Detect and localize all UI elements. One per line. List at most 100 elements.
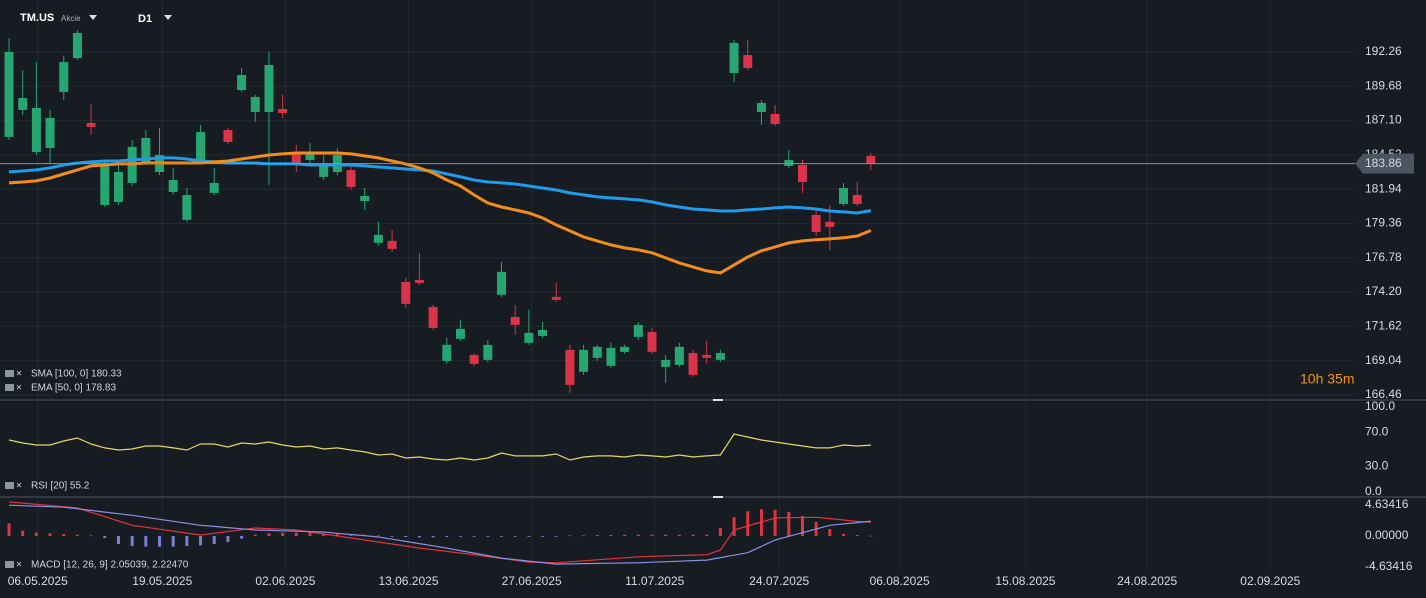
histogram-bar bbox=[582, 535, 586, 537]
candle-body bbox=[18, 97, 28, 110]
candle-body bbox=[291, 153, 301, 165]
candle-body bbox=[674, 346, 684, 365]
histogram-bar bbox=[294, 532, 298, 537]
y-tick-label: 4.63416 bbox=[1365, 497, 1409, 511]
histogram-bar bbox=[158, 536, 162, 547]
candle-body bbox=[209, 182, 219, 193]
overlay-layer: 06.05.2025 19.05.2025 02.06.2025 13.06.2025… bbox=[5, 44, 1414, 588]
histogram-bar bbox=[718, 527, 722, 537]
candle-body bbox=[373, 234, 383, 243]
candle-body bbox=[743, 55, 753, 68]
candle-body bbox=[223, 130, 233, 142]
symbol[interactable]: TM.US bbox=[20, 12, 54, 24]
candle-body bbox=[387, 240, 397, 249]
candle-body bbox=[620, 346, 630, 352]
candle-body bbox=[278, 109, 288, 113]
histogram-bar bbox=[253, 534, 257, 537]
candle-body bbox=[702, 354, 712, 358]
panel-handle[interactable] bbox=[713, 399, 723, 401]
histogram-bar bbox=[609, 535, 613, 537]
histogram-bar bbox=[89, 535, 93, 537]
histogram-bar bbox=[335, 534, 339, 537]
y-tick-label: 70.0 bbox=[1365, 425, 1389, 439]
indicator-line bbox=[8, 501, 871, 564]
histogram-bar bbox=[322, 533, 326, 537]
candle-body bbox=[59, 62, 69, 92]
legend-text: SMA [100, 0] 180.33 bbox=[31, 369, 122, 380]
histogram-bar bbox=[842, 534, 846, 537]
candle-body bbox=[633, 324, 643, 337]
candle-body bbox=[866, 155, 876, 164]
indicator-line bbox=[8, 156, 872, 215]
histogram-bar bbox=[48, 533, 52, 537]
histogram-bar bbox=[75, 534, 79, 537]
histogram-bar bbox=[226, 536, 230, 543]
y-tick-label: 0.0 bbox=[1365, 484, 1382, 498]
x-tick-label: 27.06.2025 bbox=[502, 574, 562, 588]
dropdown-arrow[interactable] bbox=[164, 15, 172, 20]
histogram-bar bbox=[773, 509, 777, 537]
candle-body bbox=[688, 352, 698, 375]
candle-body bbox=[442, 344, 452, 361]
candle-body bbox=[839, 187, 849, 204]
candle-body bbox=[305, 151, 315, 160]
indicator-line bbox=[8, 151, 872, 275]
histogram-bar bbox=[855, 535, 859, 537]
histogram-bar bbox=[691, 534, 695, 537]
countdown: 10h 35m bbox=[1300, 371, 1354, 387]
histogram-bar bbox=[34, 532, 38, 537]
histogram-bar bbox=[732, 517, 736, 537]
candle-body bbox=[168, 179, 178, 192]
candle-body bbox=[237, 74, 247, 90]
y-tick-label: 0.00000 bbox=[1365, 528, 1409, 542]
candle-body bbox=[113, 172, 123, 202]
x-tick-label: 24.08.2025 bbox=[1117, 574, 1177, 588]
histogram-bar bbox=[500, 536, 504, 537]
legend-text: MACD [12, 26, 9] 2.05039, 2.22470 bbox=[31, 560, 189, 571]
x-tick-label: 13.06.2025 bbox=[378, 574, 438, 588]
histogram-bar bbox=[144, 536, 148, 547]
candle-body bbox=[428, 306, 438, 328]
x-tick-label: 06.08.2025 bbox=[870, 574, 930, 588]
candle-body bbox=[483, 344, 493, 360]
histogram-bar bbox=[869, 535, 873, 537]
x-tick-label: 24.07.2025 bbox=[749, 574, 809, 588]
histogram-bar bbox=[636, 534, 640, 537]
candle-body bbox=[414, 279, 424, 283]
histogram-bar bbox=[458, 536, 462, 537]
histogram-bar bbox=[800, 515, 804, 537]
y-tick-label: 171.62 bbox=[1365, 319, 1402, 333]
candle-body bbox=[141, 137, 151, 162]
candle-body bbox=[319, 164, 329, 177]
panel-handle[interactable] bbox=[713, 496, 723, 498]
candle-body bbox=[811, 214, 821, 232]
indicator-line bbox=[8, 504, 871, 565]
candle-body bbox=[606, 347, 616, 366]
histogram-bar bbox=[513, 536, 517, 537]
legend-close: × bbox=[16, 481, 22, 492]
dropdown-arrow[interactable] bbox=[89, 15, 97, 20]
y-tick-label: 30.0 bbox=[1365, 459, 1389, 473]
histogram-bar bbox=[472, 536, 476, 537]
histogram-bar bbox=[705, 534, 709, 537]
histogram-bar bbox=[267, 533, 271, 537]
histogram-bar bbox=[486, 536, 490, 537]
legend-text: EMA [50, 0] 178.83 bbox=[31, 383, 116, 394]
candle-body bbox=[31, 107, 41, 152]
candle-body bbox=[346, 170, 356, 187]
histogram-bar bbox=[116, 536, 120, 545]
histogram-bar bbox=[390, 536, 394, 537]
histogram-bar bbox=[431, 536, 435, 538]
histogram-bar bbox=[171, 536, 175, 547]
timeframe[interactable]: D1 bbox=[138, 13, 152, 25]
candle-body bbox=[360, 195, 370, 201]
legend-close: × bbox=[16, 383, 22, 394]
x-tick-label: 15.08.2025 bbox=[995, 574, 1055, 588]
histogram-bar bbox=[568, 535, 572, 537]
histogram-bar bbox=[21, 530, 25, 537]
histogram-bar bbox=[828, 528, 832, 537]
candle-body bbox=[469, 354, 479, 364]
